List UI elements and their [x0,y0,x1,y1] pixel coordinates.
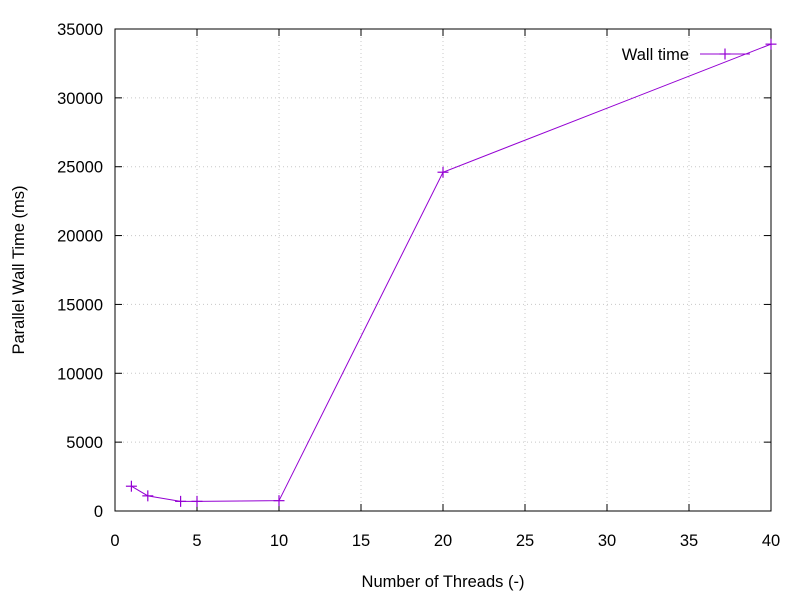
x-tick-label: 35 [680,532,698,550]
x-axis-label: Number of Threads (-) [362,573,525,591]
data-point [191,495,203,507]
y-tick-label: 15000 [57,296,103,314]
data-point [142,490,154,502]
legend-label: Wall time [622,46,689,64]
y-tick-label: 10000 [57,365,103,383]
x-tick-label: 30 [598,532,616,550]
x-tick-label: 10 [270,532,288,550]
series-layer [125,38,777,507]
y-tick-label: 5000 [66,434,103,452]
x-tick-label: 5 [192,532,201,550]
data-point [125,480,137,492]
y-tick-label: 35000 [57,21,103,39]
x-tick-label: 25 [516,532,534,550]
y-tick-label: 0 [94,503,103,521]
data-point [437,166,449,178]
y-axis-label: Parallel Wall Time (ms) [10,186,28,355]
legend: Wall time [622,46,750,64]
data-point [175,495,187,507]
y-tick-label: 20000 [57,228,103,246]
x-tick-label: 0 [110,532,119,550]
data-point [765,38,777,50]
x-tick-label: 40 [762,532,780,550]
series-line [131,43,772,502]
axis-ticks: 0 5 10 15 20 25 30 35 40 0 5000 10000 15000 20000 2500… [57,21,780,550]
y-tick-label: 25000 [57,159,103,177]
x-tick-label: 20 [434,532,452,550]
y-tick-label: 30000 [57,90,103,108]
data-point [273,495,285,507]
grid-lines [115,29,771,511]
x-tick-label: 15 [352,532,370,550]
